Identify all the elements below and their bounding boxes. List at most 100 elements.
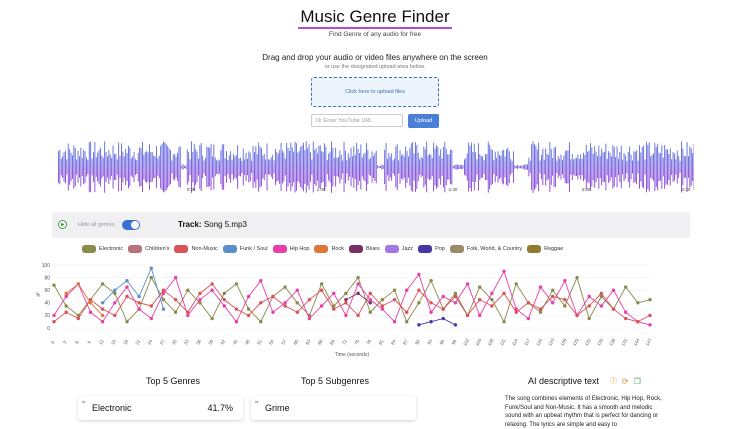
waveform-bar [502, 151, 503, 184]
waveform-bar [390, 157, 391, 178]
waveform-bar [498, 151, 499, 182]
data-point [64, 304, 67, 307]
legend-item[interactable]: Pop [418, 245, 445, 253]
waveform-bar [170, 150, 171, 184]
legend-item[interactable]: Jazz [385, 245, 413, 253]
waveform-bar [253, 146, 254, 188]
waveform-bar [61, 159, 62, 176]
data-point [52, 320, 55, 323]
legend-item[interactable]: Hip Hop [273, 245, 310, 253]
waveform-bar [526, 164, 527, 170]
legend-item[interactable]: Rock [314, 245, 344, 253]
legend-item[interactable]: Reggae [527, 245, 563, 253]
waveform-bar [447, 154, 448, 179]
waveform-bar [275, 149, 276, 185]
waveform-bar [232, 160, 233, 175]
data-point [539, 311, 542, 314]
youtube-url-input[interactable] [311, 114, 403, 127]
waveform-bar [692, 153, 693, 181]
toggle-knob [131, 221, 139, 229]
waveform-bar [527, 164, 528, 170]
data-point [502, 292, 505, 295]
waveform-bar [673, 152, 674, 182]
hide-genres-toggle[interactable] [122, 220, 140, 230]
waveform-bar [66, 159, 67, 174]
waveform-bar [647, 145, 648, 189]
waveform-bar [331, 141, 332, 193]
waveform-bar [534, 144, 535, 190]
upload-area[interactable]: Click here to upload files [311, 77, 439, 107]
waveform-bar [148, 152, 149, 182]
waveform-bar [437, 147, 438, 187]
data-point [89, 311, 92, 314]
data-point [624, 311, 627, 314]
data-point [369, 311, 372, 314]
waveform-bar [100, 148, 101, 187]
waveform-bar [531, 144, 532, 190]
play-button[interactable] [58, 220, 67, 229]
waveform-bar [164, 143, 165, 192]
waveform-bar [650, 156, 651, 177]
waveform-bar [555, 147, 556, 187]
data-point [393, 289, 396, 292]
waveform-bar [115, 154, 116, 180]
data-point [600, 304, 603, 307]
legend-swatch [385, 245, 399, 253]
waveform-bar [265, 160, 266, 175]
legend-item[interactable]: Folk, World, & Country [450, 245, 522, 253]
waveform-bar [222, 144, 223, 189]
waveform-bar [85, 151, 86, 183]
waveform-bar [167, 146, 168, 188]
waveform-bar [274, 160, 275, 173]
waveform-bar [246, 153, 247, 181]
waveform-bar [562, 160, 563, 174]
legend-item[interactable]: Non-Music [174, 245, 217, 253]
waveform-bar [236, 155, 237, 179]
top-genre-card[interactable]: ⌗ Electronic 41.7% [78, 396, 243, 420]
waveform-bar [379, 166, 380, 168]
copy-icon[interactable]: ❐ [634, 377, 641, 386]
x-tick-label: 48 [244, 338, 251, 345]
legend-item[interactable]: Blues [349, 245, 380, 253]
waveform-bar [351, 148, 352, 186]
waveform-bar [631, 155, 632, 180]
waveform-bar [440, 149, 441, 184]
upload-button[interactable]: Upload [408, 114, 439, 128]
waveform-bar [489, 145, 490, 190]
waveform-bar [629, 147, 630, 188]
waveform-bar [533, 141, 534, 193]
data-point [442, 295, 445, 298]
info-icon[interactable]: ⓘ [610, 376, 617, 386]
refresh-icon[interactable]: ⟳ [622, 377, 629, 386]
waveform-bar [90, 142, 91, 193]
legend-item[interactable]: Funk / Soul [223, 245, 268, 253]
waveform-bar [528, 158, 529, 177]
waveform-bar [227, 160, 228, 174]
x-tick-label: 15 [110, 338, 117, 345]
waveform-bar [589, 151, 590, 184]
data-point [369, 298, 372, 301]
legend-item[interactable]: Children's [128, 245, 169, 253]
waveform-bar [138, 153, 139, 182]
waveform-bar [576, 158, 577, 176]
waveform-bar [537, 150, 538, 185]
top-subgenre-card[interactable]: ⌗ Grime [251, 396, 416, 420]
data-point [162, 298, 165, 301]
waveform-bar [597, 156, 598, 178]
data-point [369, 292, 372, 295]
x-tick-label: 24 [147, 338, 154, 345]
x-tick-label: 135 [596, 337, 604, 346]
waveform-bar [191, 141, 192, 193]
x-tick-label: 114 [511, 337, 519, 346]
x-tick-label: 105 [474, 337, 482, 346]
waveform-bar [439, 156, 440, 179]
waveform-bar [285, 159, 286, 176]
waveform-bar [330, 152, 331, 183]
legend-item[interactable]: Electronic [82, 245, 123, 253]
x-tick-label: 66 [317, 338, 324, 345]
waveform-bar [587, 152, 588, 182]
data-point [454, 295, 457, 298]
x-tick-label: 72 [341, 338, 348, 345]
waveform-bar [212, 156, 213, 177]
